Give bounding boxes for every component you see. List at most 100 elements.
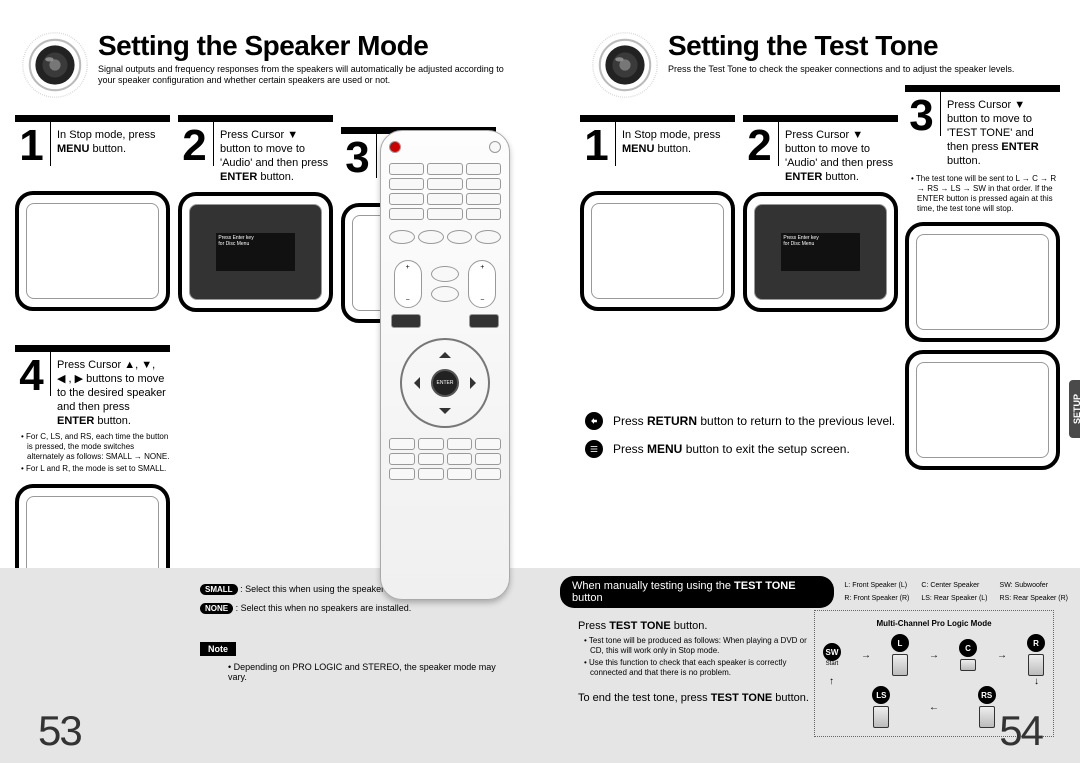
misc-button[interactable] [389,438,415,450]
misc-button[interactable] [418,468,444,480]
title-block: Setting the Test Tone Press the Test Ton… [668,30,1014,75]
open-button[interactable] [489,141,501,153]
step-4: 4 Press Cursor ▲, ▼, ◀ , ▶ buttons to mo… [15,345,170,604]
diagram-title: Multi-Channel Pro Logic Mode [823,619,1045,628]
step-1: 1 In Stop mode, press MENU button. [580,115,735,312]
node-r: R [1027,634,1045,652]
tv-blank [905,222,1060,342]
step-text: Press Cursor ▼ button to move to 'Audio'… [779,122,898,184]
misc-button[interactable] [447,468,473,480]
menu-text: Press MENU button to exit the setup scre… [613,442,850,456]
pill-small: SMALL [200,584,238,595]
page-subtitle: Signal outputs and frequency responses f… [98,64,518,86]
num-button[interactable] [389,163,424,175]
pill-text: : Select this when using the speakers. [238,584,392,594]
num-button[interactable] [466,193,501,205]
step4-bullets: For C, LS, and RS, each time the button … [15,432,170,476]
step-1: 1 In Stop mode, press MENU button. [15,115,170,323]
start-label: Start [826,661,839,667]
step-text: Press Cursor ▲, ▼, ◀ , ▶ buttons to move… [51,352,170,428]
pill-text: : Select this when no speakers are insta… [233,603,411,613]
misc-button[interactable] [447,453,473,465]
num-button[interactable] [466,163,501,175]
num-button[interactable] [389,208,424,220]
setup-tab: SETUP [1069,380,1080,438]
tv-blank [15,191,170,311]
press-test-tone: Press TEST TONE button. [578,620,838,632]
note-label: Note [200,642,236,656]
return-icon [585,412,603,430]
step-num: 1 [15,122,51,166]
step-text: In Stop mode, press MENU button. [616,122,735,156]
misc-button[interactable] [475,453,501,465]
power-button[interactable] [389,141,401,153]
note-text: Depending on PRO LOGIC and STEREO, the s… [228,662,496,682]
return-text: Press RETURN button to return to the pre… [613,414,895,428]
manual-heading: When manually testing using the TEST TON… [560,576,1080,608]
stop-button[interactable] [431,286,459,302]
title-block: Setting the Speaker Mode Signal outputs … [98,30,518,86]
note-bullet: • Depending on PRO LOGIC and STEREO, the… [228,662,516,682]
round-button[interactable] [389,230,415,244]
footer-right: When manually testing using the TEST TON… [540,568,1080,763]
num-button[interactable] [466,178,501,190]
speaker-icon [590,30,660,100]
dpad[interactable]: ENTER [400,338,490,428]
misc-button[interactable] [389,468,415,480]
step-num: 4 [15,352,51,396]
misc-button[interactable] [418,453,444,465]
tv-osd: Press Enter keyfor Disc Menu [178,192,333,312]
menu-button[interactable] [391,314,421,328]
page-54: Setting the Test Tone Press the Test Ton… [540,0,1080,763]
misc-button[interactable] [418,438,444,450]
num-button[interactable] [427,163,462,175]
misc-button[interactable] [475,468,501,480]
header-left: Setting the Speaker Mode Signal outputs … [0,0,540,105]
step-2: 2 Press Cursor ▼ button to move to 'Audi… [178,115,333,323]
tv-osd: Press Enter keyfor Disc Menu [743,192,898,312]
speaker-icon [20,30,90,100]
num-button[interactable] [389,178,424,190]
mid-instructions: Press RETURN button to return to the pre… [585,412,1080,459]
num-button[interactable] [427,178,462,190]
num-button[interactable] [389,193,424,205]
round-button[interactable] [447,230,473,244]
remote-control: +− +− ENTER [380,130,510,600]
page-subtitle: Press the Test Tone to check the speaker… [668,64,1014,75]
footer-line: NONE : Select this when no speakers are … [200,603,516,614]
step-text: In Stop mode, press MENU button. [51,122,170,156]
pill-none: NONE [200,603,233,614]
step-num: 2 [178,122,214,166]
misc-button[interactable] [447,438,473,450]
sub-bullets: Test tone will be produced as follows: W… [578,636,808,678]
manual-pill: When manually testing using the TEST TON… [560,576,834,608]
page-number: 54 [999,707,1042,755]
enter-button[interactable]: ENTER [431,369,459,397]
end-test-tone: To end the test tone, press TEST TONE bu… [578,692,838,704]
volume-rocker[interactable]: +− [394,260,422,308]
misc-button[interactable] [389,453,415,465]
step-text: Press Cursor ▼ button to move to 'Audio'… [214,122,333,184]
step-num: 3 [905,92,941,136]
num-button[interactable] [427,193,462,205]
num-button[interactable] [427,208,462,220]
note-row: Note [200,642,516,656]
misc-button[interactable] [475,438,501,450]
node-rs: RS [978,686,996,704]
node-ls: LS [872,686,890,704]
step3-bullets: The test tone will be sent to L → C → R … [905,174,1060,214]
round-button[interactable] [418,230,444,244]
page-title: Setting the Speaker Mode [98,30,518,62]
step-text: Press Cursor ▼ button to move to 'TEST T… [941,92,1060,168]
step-num: 3 [341,134,377,178]
node-l: L [891,634,909,652]
channel-rocker[interactable]: +− [468,260,496,308]
sub-block: Press TEST TONE button. Test tone will b… [578,620,838,704]
tv-blank [580,191,735,311]
return-button[interactable] [469,314,499,328]
num-button[interactable] [466,208,501,220]
page-53: Setting the Speaker Mode Signal outputs … [0,0,540,763]
round-button[interactable] [475,230,501,244]
play-button[interactable] [431,266,459,282]
node-c: C [959,639,977,657]
